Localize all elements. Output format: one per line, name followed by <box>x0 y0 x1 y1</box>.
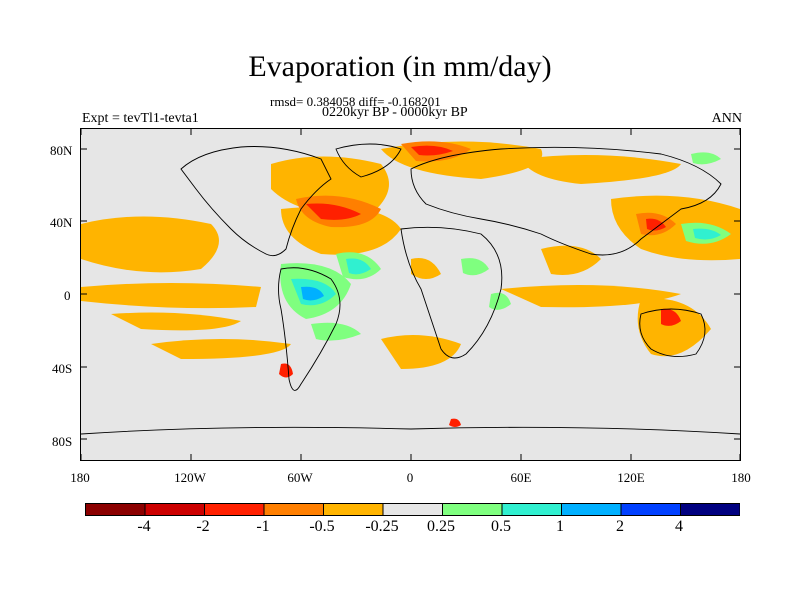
lat-label: 0 <box>64 288 71 303</box>
anomaly-patch <box>646 218 666 231</box>
anomaly-patch <box>693 228 721 240</box>
anomaly-patch <box>489 292 511 310</box>
lat-label: 80S <box>52 434 73 449</box>
anomaly-patch <box>691 152 721 165</box>
anomaly-patch <box>346 258 371 275</box>
lon-label: 180 <box>731 470 751 485</box>
colorbar-box <box>263 503 324 516</box>
anomaly-patch <box>501 285 681 308</box>
anomaly-patch <box>81 283 261 309</box>
anomaly-patch <box>279 363 293 378</box>
anomaly-patch <box>637 298 711 357</box>
lon-label: 0 <box>406 470 414 485</box>
colorbar-box <box>501 503 562 516</box>
period-line: 0220kyr BP - 0000kyr BP <box>322 105 468 120</box>
coastline-europe-asia <box>410 146 722 256</box>
anomaly-patch <box>449 418 461 427</box>
map-panel <box>80 128 741 461</box>
colorbar-label: 1 <box>556 518 564 535</box>
colorbar-box <box>382 503 443 516</box>
anomaly-patch <box>311 322 361 341</box>
colorbar-label: 2 <box>616 518 624 535</box>
coastlines <box>81 143 740 435</box>
coastline-antarctica <box>81 426 740 435</box>
anomaly-patch <box>306 203 361 220</box>
lon-label: 120W <box>174 470 206 485</box>
colorbar-box <box>85 503 146 516</box>
map-canvas <box>81 129 740 460</box>
colorbar-label: 0.25 <box>427 518 455 535</box>
anomaly-patch <box>301 286 324 301</box>
anomaly-patch <box>461 258 489 276</box>
colorbar-label: -0.25 <box>365 518 399 535</box>
colorbar-label: -0.5 <box>309 518 335 535</box>
coastline-africa <box>400 226 503 359</box>
anomaly-patch <box>151 339 291 359</box>
anomaly-patch <box>411 258 441 279</box>
lat-label: 40S <box>52 361 73 376</box>
anomaly-patch <box>411 145 453 156</box>
lon-label: 120E <box>617 470 645 485</box>
colorbar <box>85 503 740 516</box>
colorbar-box <box>561 503 622 516</box>
coastline-north-america <box>180 146 332 257</box>
anomaly-patch <box>541 245 601 275</box>
lon-label: 180 <box>70 470 90 485</box>
colorbar-label: 0.5 <box>491 518 511 535</box>
anomaly-patch <box>611 195 740 261</box>
anomaly-fields <box>81 141 740 427</box>
colorbar-label: -4 <box>137 518 151 535</box>
season-label: ANN <box>711 111 742 126</box>
lon-label: 60E <box>510 470 532 485</box>
colorbar-box <box>323 503 384 516</box>
colorbar-label: -2 <box>196 518 210 535</box>
colorbar-box <box>680 503 740 516</box>
experiment-label: Expt = tevTl1-tevta1 <box>82 111 199 126</box>
coastline-south-america <box>278 267 341 391</box>
stats-line: rmsd= 0.384058 diff= -0.168201 <box>270 94 441 109</box>
map-title: Evaporation (in mm/day) <box>248 50 552 83</box>
anomaly-patch <box>521 155 681 184</box>
coastline-greenland <box>335 143 402 178</box>
colorbar-box <box>620 503 681 516</box>
anomaly-patch <box>81 216 219 273</box>
anomaly-patch <box>111 312 241 331</box>
anomaly-patch <box>381 335 461 369</box>
lat-label: 80N <box>50 143 73 158</box>
lon-label: 60W <box>287 470 313 485</box>
anomaly-patch <box>661 308 681 326</box>
lat-label: 40N <box>50 215 73 230</box>
colorbar-box <box>204 503 265 516</box>
colorbar-box <box>144 503 205 516</box>
colorbar-label: 4 <box>675 518 683 535</box>
coastline-australia <box>639 308 706 358</box>
colorbar-box <box>442 503 503 516</box>
colorbar-label: -1 <box>256 518 270 535</box>
